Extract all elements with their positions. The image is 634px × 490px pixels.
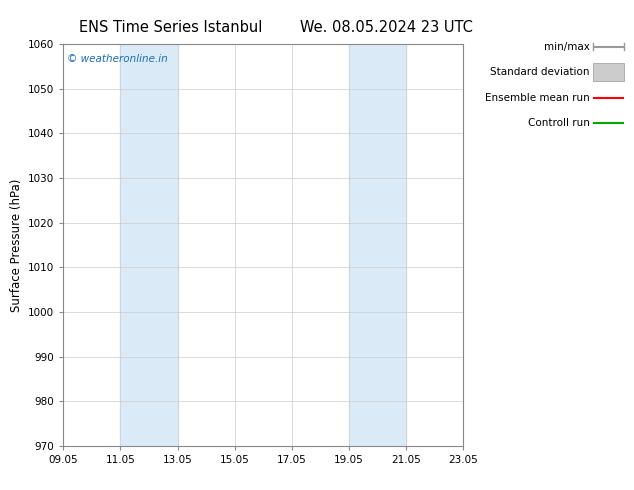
Y-axis label: Surface Pressure (hPa): Surface Pressure (hPa) [10, 178, 23, 312]
Text: © weatheronline.in: © weatheronline.in [67, 54, 168, 64]
Text: Ensemble mean run: Ensemble mean run [485, 93, 590, 102]
Text: ENS Time Series Istanbul: ENS Time Series Istanbul [79, 20, 263, 35]
Text: min/max: min/max [544, 42, 590, 51]
Text: We. 08.05.2024 23 UTC: We. 08.05.2024 23 UTC [301, 20, 473, 35]
Bar [120, 44, 178, 446]
Text: Controll run: Controll run [527, 118, 590, 128]
Bar [349, 44, 406, 446]
Text: Standard deviation: Standard deviation [490, 67, 590, 77]
